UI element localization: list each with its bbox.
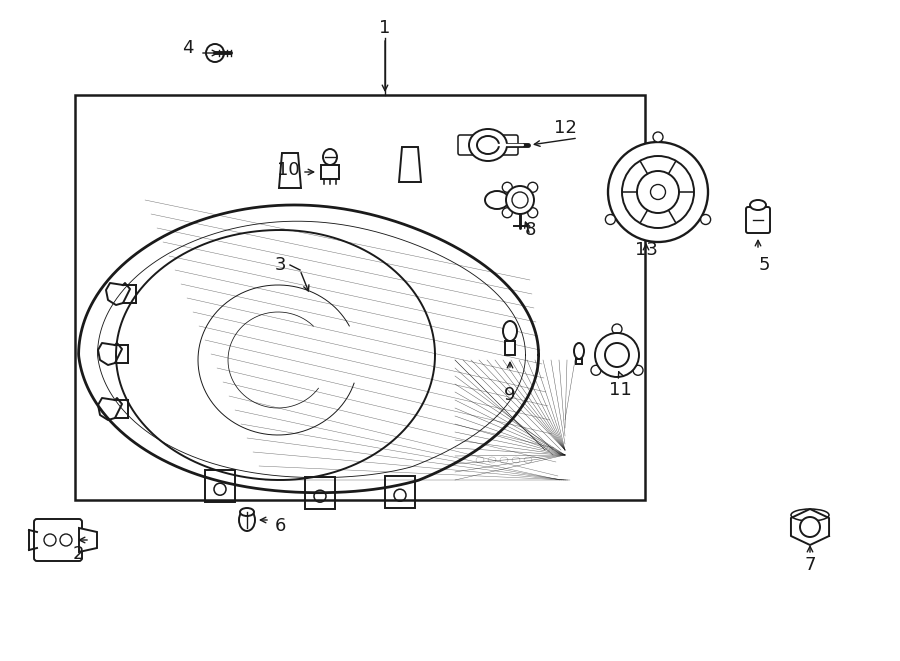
Text: 1: 1	[379, 19, 391, 37]
Circle shape	[612, 324, 622, 334]
Bar	[505, 341, 515, 355]
Circle shape	[527, 208, 537, 217]
Text: 2: 2	[72, 545, 84, 563]
FancyBboxPatch shape	[502, 135, 518, 155]
Ellipse shape	[574, 343, 584, 359]
Ellipse shape	[791, 509, 829, 521]
Circle shape	[60, 534, 72, 546]
Ellipse shape	[506, 186, 534, 214]
Circle shape	[595, 333, 639, 377]
Ellipse shape	[323, 149, 337, 165]
Text: 7: 7	[805, 556, 815, 574]
FancyBboxPatch shape	[458, 135, 474, 155]
FancyBboxPatch shape	[34, 519, 82, 561]
Bar	[205, 470, 235, 502]
Bar	[75, 95, 645, 500]
Circle shape	[633, 366, 643, 375]
Text: 12: 12	[554, 119, 576, 137]
Bar	[321, 165, 339, 179]
FancyBboxPatch shape	[746, 207, 770, 233]
Circle shape	[206, 44, 224, 62]
Circle shape	[608, 142, 708, 242]
Text: 8: 8	[525, 221, 535, 239]
Ellipse shape	[469, 129, 507, 161]
Ellipse shape	[485, 191, 509, 209]
Circle shape	[502, 208, 512, 217]
Circle shape	[44, 534, 56, 546]
Circle shape	[527, 182, 537, 192]
Bar	[385, 476, 415, 508]
Circle shape	[700, 215, 711, 225]
Text: 4: 4	[182, 39, 194, 57]
Text: 11: 11	[608, 381, 632, 399]
Polygon shape	[79, 528, 97, 552]
Text: 10: 10	[276, 161, 300, 179]
Circle shape	[800, 517, 820, 537]
Circle shape	[591, 366, 601, 375]
Bar	[305, 477, 335, 509]
Circle shape	[605, 343, 629, 367]
Circle shape	[651, 184, 665, 200]
Text: 5: 5	[758, 256, 770, 274]
Circle shape	[622, 156, 694, 228]
Ellipse shape	[503, 321, 517, 341]
Circle shape	[653, 132, 663, 142]
Text: 9: 9	[504, 386, 516, 404]
Ellipse shape	[239, 509, 255, 531]
Ellipse shape	[512, 192, 528, 208]
Ellipse shape	[240, 508, 254, 516]
Text: 3: 3	[274, 256, 286, 274]
Ellipse shape	[477, 136, 499, 154]
Circle shape	[637, 171, 679, 213]
Text: 6: 6	[274, 517, 285, 535]
Circle shape	[502, 182, 512, 192]
Text: 13: 13	[634, 241, 657, 259]
Ellipse shape	[750, 200, 766, 210]
Circle shape	[606, 215, 616, 225]
